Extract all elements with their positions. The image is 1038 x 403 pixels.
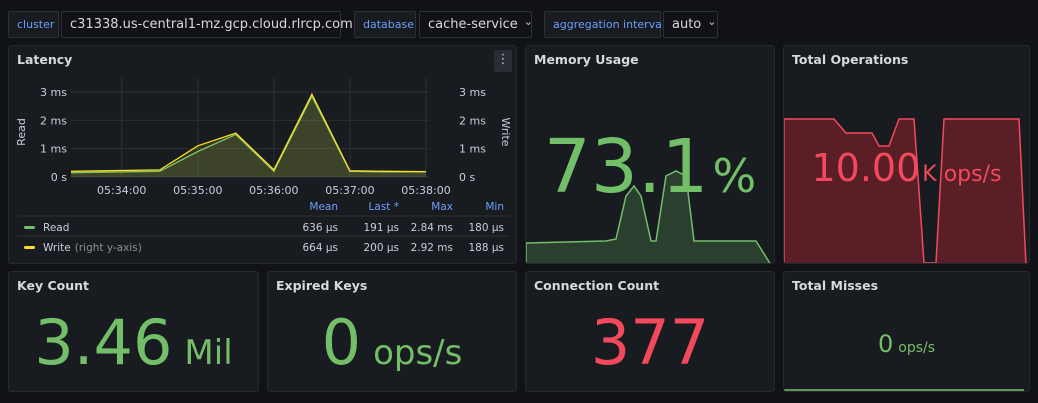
stat-panel: Memory Usage 73.1% [525,45,775,264]
stat-panel: Expired Keys 0 ops/s [267,271,517,392]
sparkline [526,170,771,263]
stat-unit: ops/s [373,333,463,373]
x-tick-label: 05:38:00 [401,184,450,197]
legend-value: 2.92 ms [411,242,453,254]
stat-unit: K ops/s [922,162,1002,187]
y2-tick-label: 1 ms [459,143,486,156]
panel-title: Total Misses [792,278,879,293]
legend-header: Min [485,201,504,213]
variable-label: cluster [8,11,59,38]
y2-tick-label: 0 s [459,171,475,184]
variable-dropdown[interactable]: c31338.us-central1-mz.gcp.cloud.rlrcp.co… [61,11,353,38]
series-area [71,96,426,177]
panel-title: Connection Count [534,278,660,293]
panel-title: Total Operations [792,52,909,67]
stat-unit: ops/s [898,340,936,356]
stat-panel: Total Operations 10.00 K ops/s [783,45,1030,264]
legend-name: Read [43,222,69,234]
series-line [70,92,427,173]
y-tick-label: 3 ms [40,86,67,99]
y-tick-label: 1 ms [40,143,67,156]
variable-label: aggregation interval [544,11,665,38]
panel-title: Expired Keys [276,278,368,293]
x-tick-label: 05:34:00 [97,184,146,197]
stat-value: 10.00 [811,146,921,190]
stat-value: 0 [321,306,362,379]
variable-dropdown[interactable]: auto [663,11,718,38]
legend-header: Last * [369,201,399,213]
panel-title: Memory Usage [534,52,639,67]
legend-value: 191 µs [363,222,399,234]
legend-value: 2.84 ms [411,222,453,234]
y2-tick-label: 2 ms [459,114,486,127]
legend-value: 636 µs [302,222,338,234]
x-tick-label: 05:35:00 [173,184,222,197]
y2-axis-title: Write [499,117,512,146]
panel-title: Latency [17,52,73,67]
latency-panel: Latency ⋮ 0 s 1 ms 2 ms 3 ms 0 s 1 ms 2 ms 3 ms… [8,45,517,264]
legend-header: Mean [309,201,338,213]
legend-value: 180 µs [468,222,504,234]
panel-menu[interactable]: ⋮ [494,50,512,72]
stat-unit: Mil [184,333,233,373]
stat-value: 73.1 [543,124,709,210]
sparkline [784,389,1024,391]
latency-chart: 0 s 1 ms 2 ms 3 ms 0 s 1 ms 2 ms 3 ms 05:34:00 05… [15,77,512,254]
sparkline [784,118,1027,263]
x-tick-label: 05:36:00 [249,184,298,197]
stat-unit: % [712,149,757,203]
stat-value: 377 [590,306,710,379]
legend-name: Write [43,242,71,254]
legend-value: 188 µs [468,242,504,254]
variable-dropdown[interactable]: cache-service [419,11,532,38]
series-area [71,94,426,177]
legend-value: 200 µs [363,242,399,254]
y-tick-label: 2 ms [40,114,67,127]
legend-swatch [24,246,35,249]
legend-note: (right y-axis) [75,242,142,254]
y-axis-title: Read [15,118,28,146]
stat-panel: Key Count 3.46 Mil [8,271,259,392]
legend-header: Max [431,201,453,213]
stat-panel: Connection Count 377 [525,271,775,392]
y2-tick-label: 3 ms [459,86,486,99]
stat-value: 0 [877,330,894,358]
variable-label: database [354,11,416,38]
y-tick-label: 0 s [51,171,67,184]
stat-panel: Total Misses 0 ops/s [783,271,1030,392]
legend-value: 664 µs [302,242,338,254]
legend-swatch [24,226,35,229]
x-tick-label: 05:37:00 [325,184,374,197]
stat-value: 3.46 [34,306,173,379]
panel-title: Key Count [17,278,89,293]
